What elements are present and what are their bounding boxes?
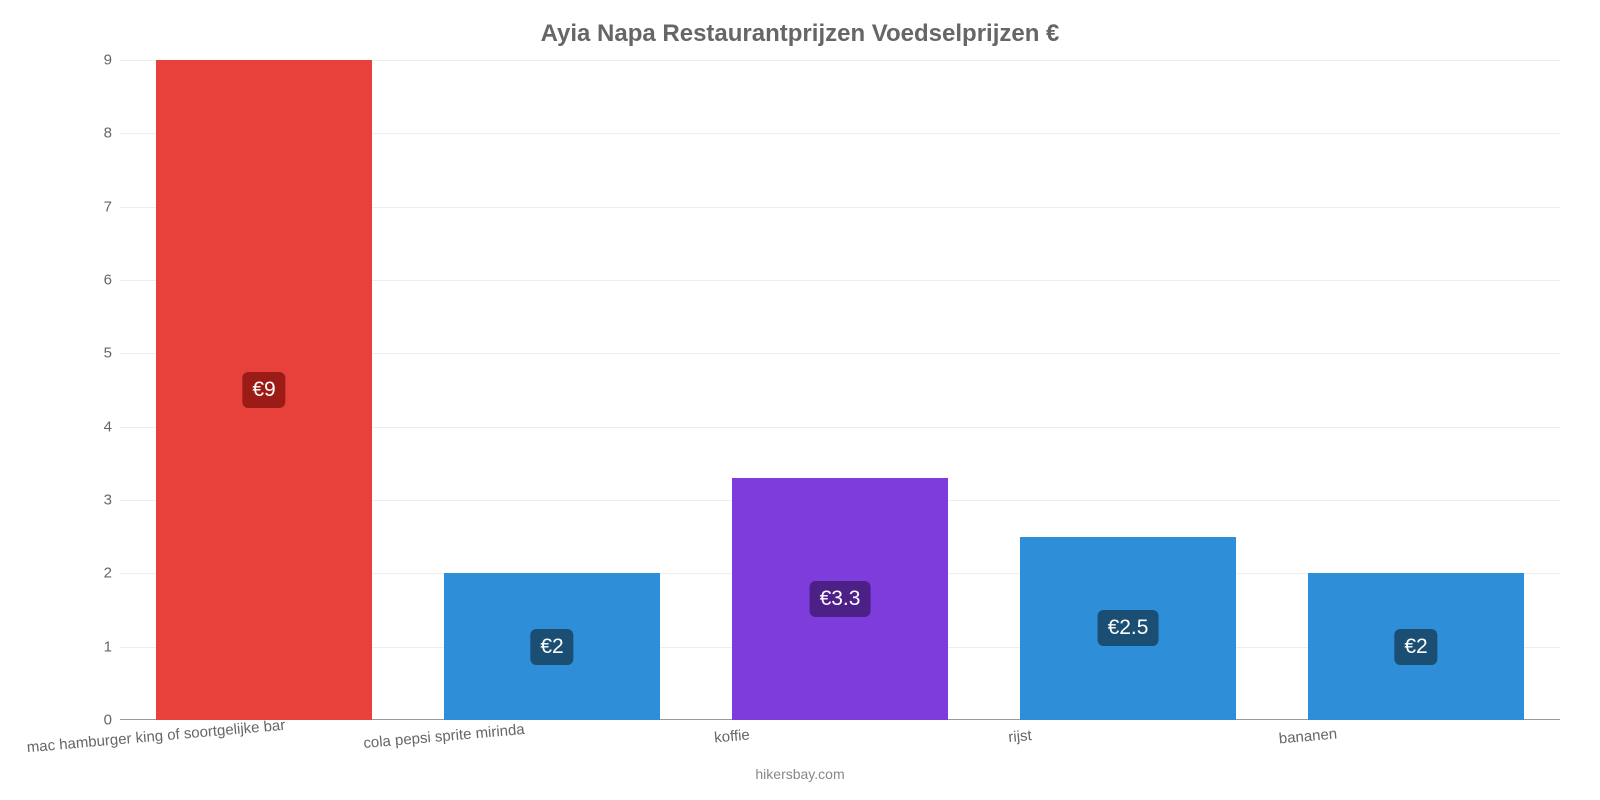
y-tick-label: 6 [104,272,112,289]
x-tick-label: bananen [1278,725,1338,747]
bar-value-badge: €2 [1394,629,1437,665]
y-tick-label: 1 [104,638,112,655]
y-tick-label: 5 [104,345,112,362]
y-tick-label: 4 [104,418,112,435]
x-tick-label: koffie [714,726,751,746]
y-tick-label: 7 [104,198,112,215]
y-tick-label: 0 [104,712,112,729]
chart-title: Ayia Napa Restaurantprijzen Voedselprijz… [0,20,1600,48]
y-tick-label: 8 [104,125,112,142]
bar-value-badge: €3.3 [810,581,871,617]
y-tick-label: 3 [104,492,112,509]
bar: €3.3 [732,478,948,720]
y-tick-label: 2 [104,565,112,582]
bar: €2 [444,573,660,720]
bars-container: €9 €2 €3.3 €2.5 €2 [120,60,1560,720]
bar-value-badge: €2 [530,629,573,665]
bar: €9 [156,60,372,720]
bar: €2 [1308,573,1524,720]
plot-area: 0123456789 €9€2€3.3€2.5€2 mac hamburger … [120,60,1560,720]
x-tick-label: cola pepsi sprite mirinda [363,721,526,752]
bar: €2.5 [1020,537,1236,720]
bar-value-badge: €9 [242,372,285,408]
chart-wrapper: Ayia Napa Restaurantprijzen Voedselprijz… [0,0,1600,800]
bar-value-badge: €2.5 [1098,610,1159,646]
y-tick-label: 9 [104,52,112,69]
x-tick-label: mac hamburger king of soortgelijke bar [26,717,286,757]
attribution-text: hikersbay.com [755,766,844,782]
x-tick-label: rijst [1008,727,1033,746]
